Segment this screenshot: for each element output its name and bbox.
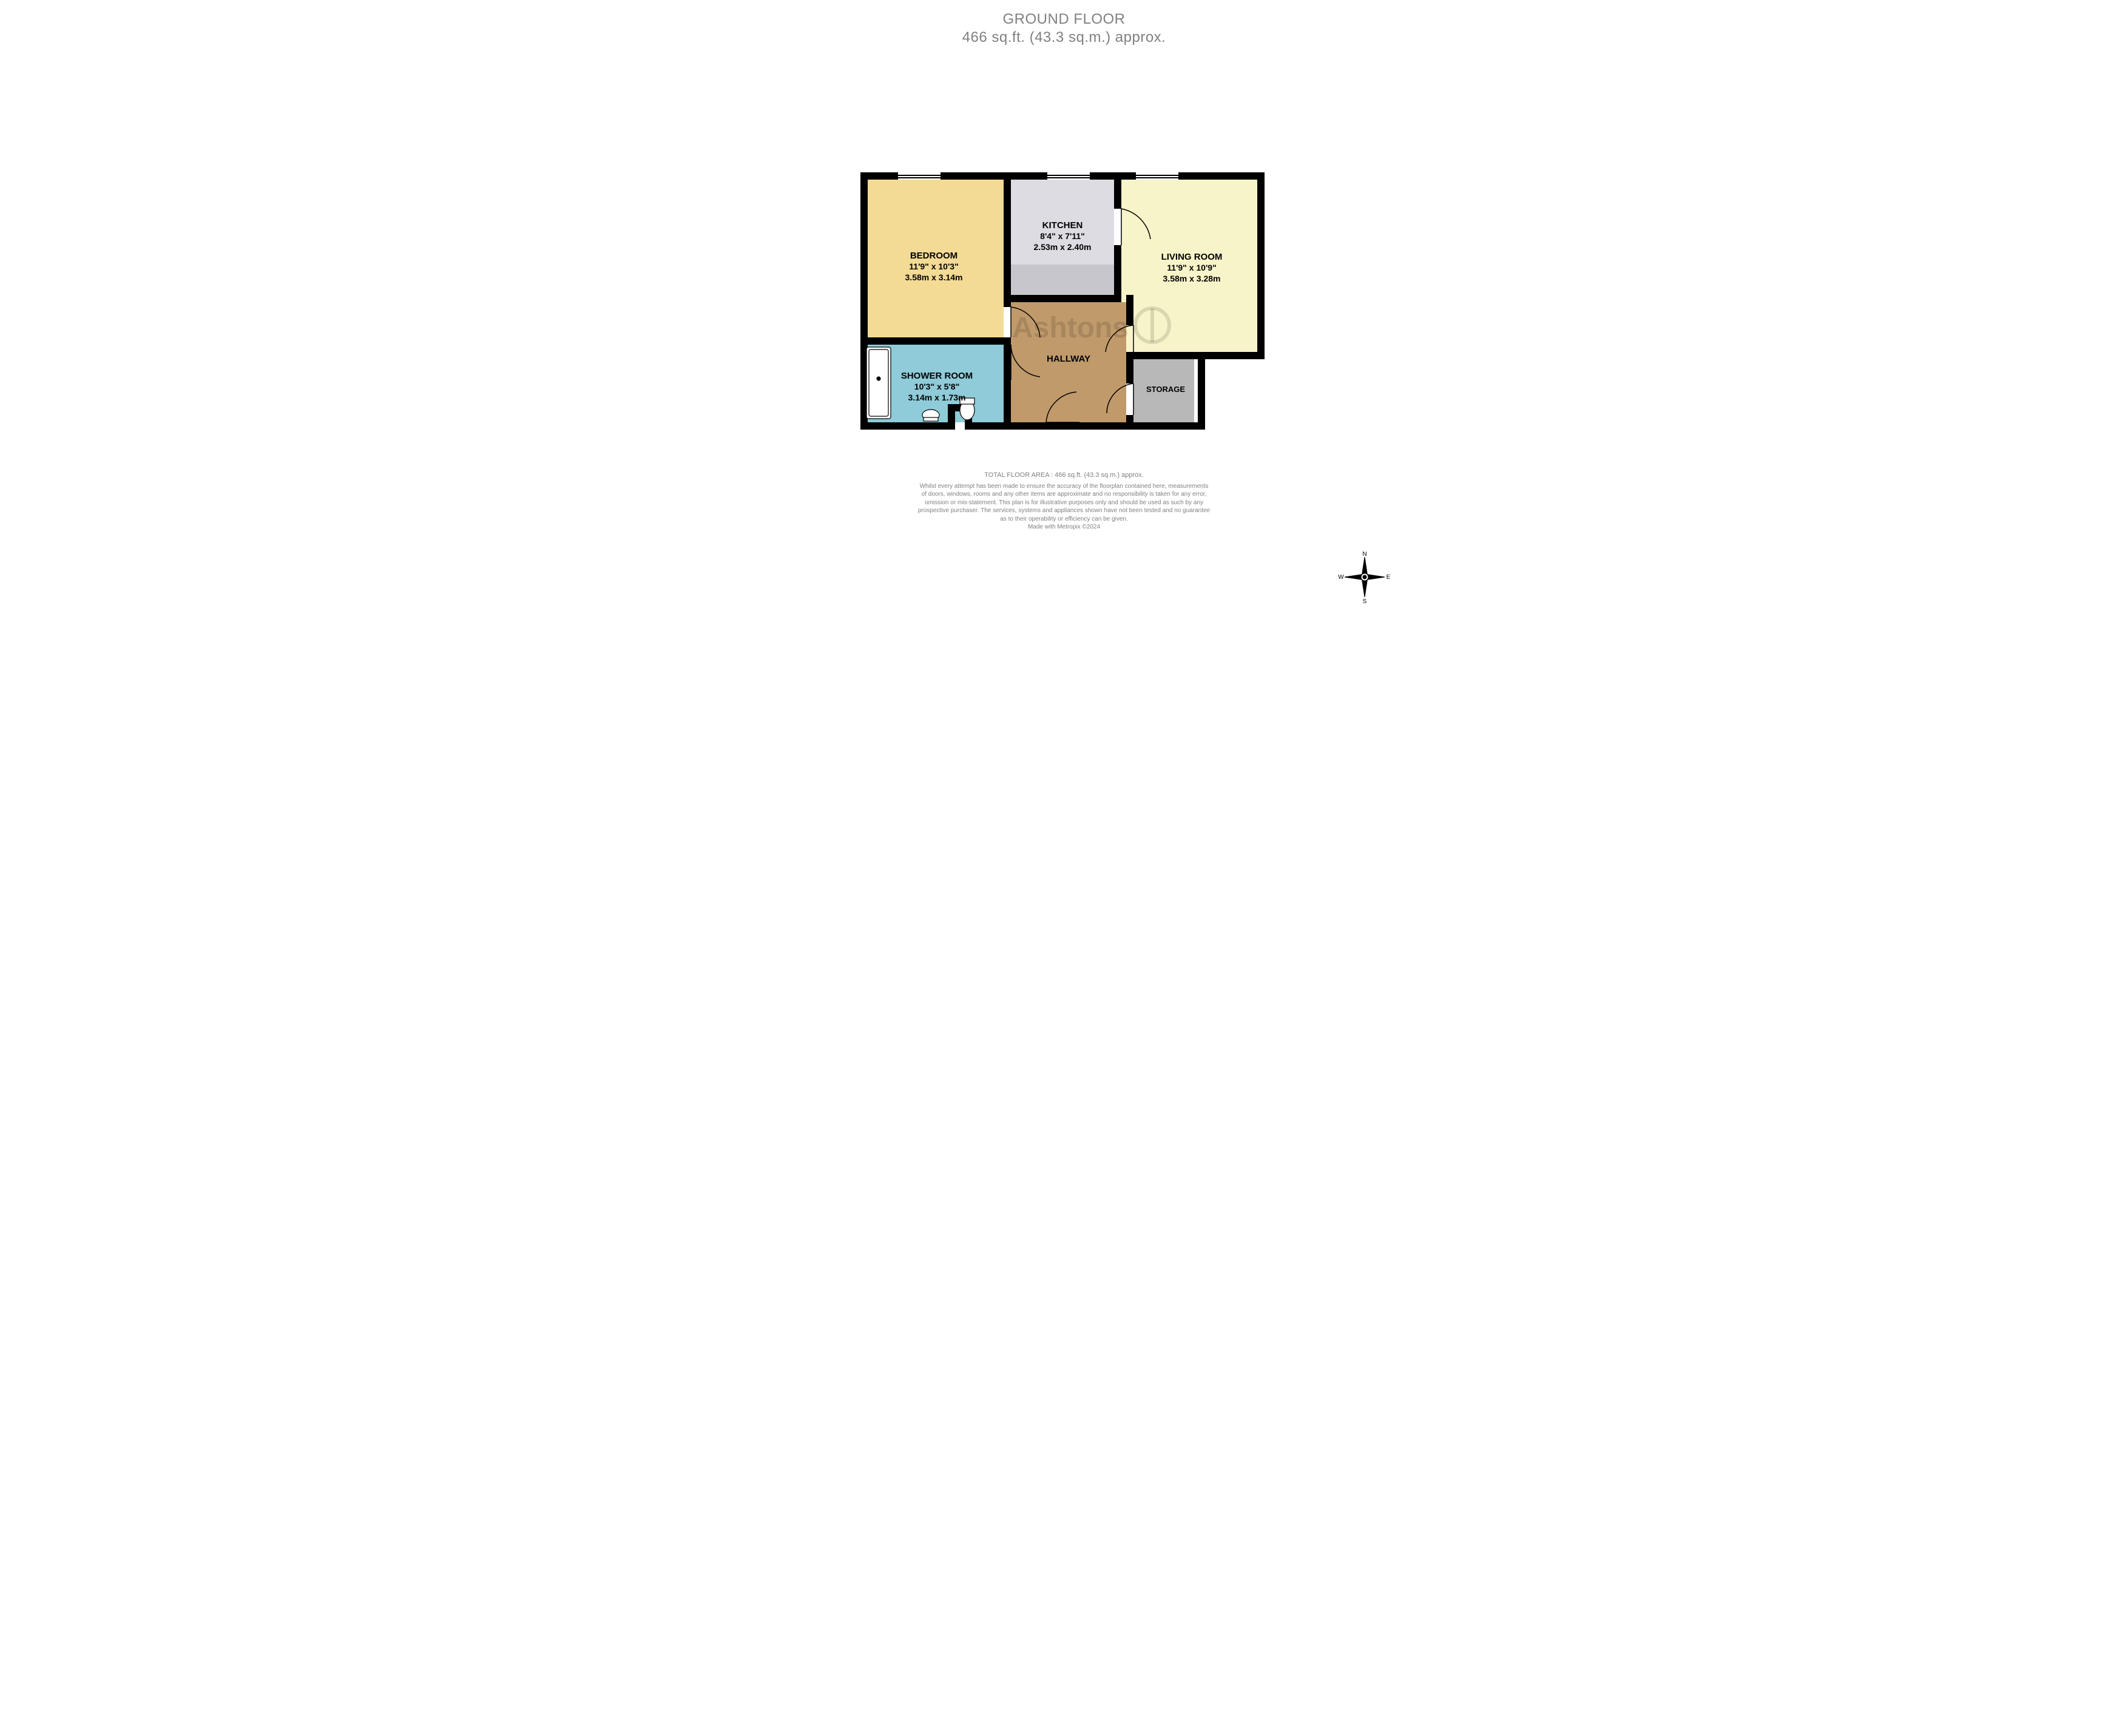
kitchen-fill-lower [1011,265,1114,295]
watermark: Ashtons [1012,312,1129,344]
title: GROUND FLOOR [700,11,1428,28]
compass-s: S [1362,598,1366,604]
hallway-label: HALLWAY [1047,354,1090,364]
living-dim-met: 3.58m x 3.28m [1163,274,1220,283]
compass-e: E [1386,574,1390,581]
kitchen-dim-met: 2.53m x 2.40m [1033,242,1091,252]
bedroom-label: BEDROOM [910,251,957,261]
compass-icon: N E S W [1337,550,1392,604]
bedroom-dim-met: 3.58m x 3.14m [905,272,962,282]
header: GROUND FLOOR 466 sq.ft. (43.3 sq.m.) app… [700,11,1428,46]
disclaimer-4: prospective purchaser. The services, sys… [700,507,1428,515]
footer: TOTAL FLOOR AREA : 466 sq.ft. (43.3 sq.m… [700,471,1428,532]
disclaimer-6: Made with Metropix ©2024 [700,523,1428,532]
disclaimer-2: of doors, windows, rooms and any other i… [700,490,1428,499]
living-dim-imp: 11'9" x 10'9" [1167,263,1216,272]
disclaimer-5: as to their operability or efficiency ca… [700,515,1428,524]
subtitle: 466 sq.ft. (43.3 sq.m.) approx. [700,29,1428,46]
kitchen-dim-imp: 8'4" x 7'11" [1040,231,1085,241]
footer-total: TOTAL FLOOR AREA : 466 sq.ft. (43.3 sq.m… [700,471,1428,480]
floorplan-svg: Ashtons [700,83,1428,459]
disclaimer-1: Whilst every attempt has been made to en… [700,482,1428,491]
floorplan: Ashtons [700,83,1428,447]
kitchen-label: KITCHEN [1042,220,1083,231]
shower-dim-imp: 10'3" x 5'8" [914,382,959,391]
compass-w: W [1338,574,1344,581]
bedroom-dim-imp: 11'9" x 10'3" [909,262,958,271]
storage-label: STORAGE [1146,385,1184,394]
disclaimer-3: omission or mis-statement. This plan is … [700,499,1428,507]
shower-label: SHOWER ROOM [900,371,972,381]
living-label: LIVING ROOM [1161,252,1222,262]
compass-n: N [1362,551,1366,558]
floorplan-page: GROUND FLOOR 466 sq.ft. (43.3 sq.m.) app… [700,11,1428,532]
shower-dim-met: 3.14m x 1.73m [908,393,965,402]
